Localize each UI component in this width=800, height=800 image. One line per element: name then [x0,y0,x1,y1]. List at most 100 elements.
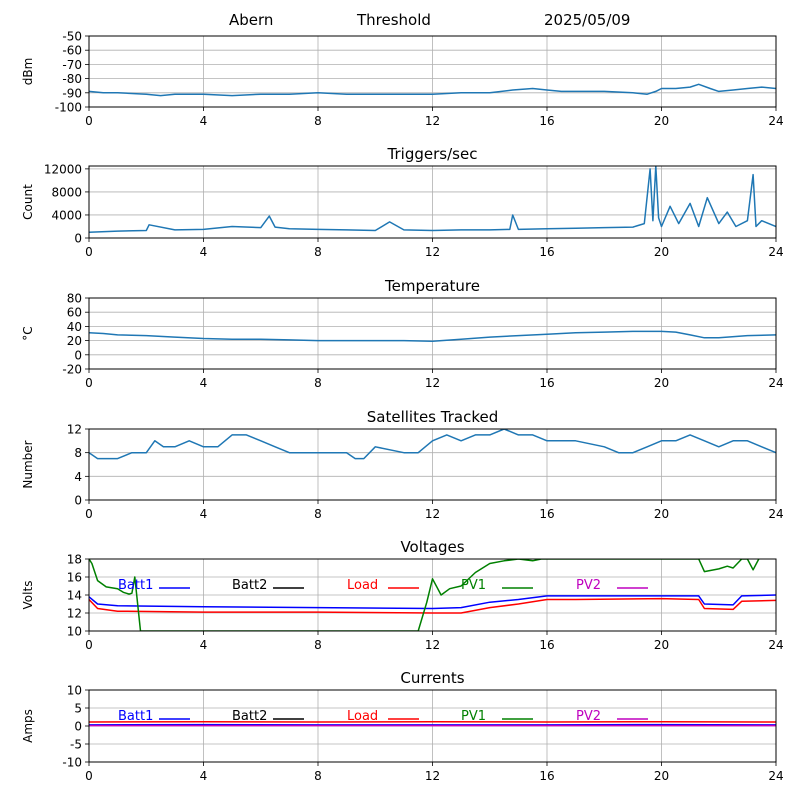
voltages-xtick-label: 24 [768,638,783,652]
satellites-xtick-label: 16 [539,507,554,521]
rssi-xtick-label: 16 [539,114,554,128]
temperature-ytick-label: 80 [67,292,82,306]
satellites-ytick-label: 4 [74,470,82,484]
currents-ytick-label: 10 [67,684,82,698]
rssi-xtick-label: 12 [425,114,440,128]
currents-ytick-label: 0 [74,720,82,734]
temperature-xtick-label: 8 [314,376,322,390]
satellites-xtick-label: 8 [314,507,322,521]
triggers-xtick-label: 0 [85,245,93,259]
temperature-xtick-label: 16 [539,376,554,390]
currents-xtick-label: 20 [654,769,669,783]
satellites-title: Satellites Tracked [367,408,498,426]
satellites-xtick-label: 12 [425,507,440,521]
voltages-legend-batt2-label: Batt2 [232,578,267,593]
rssi-series-line [89,83,776,97]
triggers-xtick-label: 24 [768,245,783,259]
temperature-title: Temperature [384,277,480,295]
voltages-ytick-label: 12 [67,607,82,621]
voltages-xtick-label: 20 [654,638,669,652]
voltages-xtick-label: 8 [314,638,322,652]
triggers-xtick-label: 20 [654,245,669,259]
temperature-ytick-label: 60 [67,306,82,320]
currents-xtick-label: 24 [768,769,783,783]
currents-xtick-label: 0 [85,769,93,783]
voltages-ytick-label: 10 [67,625,82,639]
satellites-xtick-label: 0 [85,507,93,521]
voltages-xtick-label: 4 [200,638,208,652]
currents-xtick-label: 4 [200,769,208,783]
rssi-xtick-label: 24 [768,114,783,128]
satellites-series-line [89,429,776,460]
currents-legend-pv1-label: PV1 [461,709,486,724]
temperature-xtick-label: 4 [200,376,208,390]
temperature-ylabel: °C [21,326,35,340]
temperature-ytick-label: 0 [74,348,82,362]
satellites-xtick-label: 24 [768,507,783,521]
temperature-xtick-label: 12 [425,376,440,390]
currents-ytick-label: -10 [62,756,82,770]
temperature-ytick-label: -20 [62,363,82,377]
currents-ytick-label: 5 [74,702,82,716]
voltages-series-pv1 [89,559,760,631]
voltages-series-batt1 [89,594,776,610]
rssi-ytick-label: -60 [62,44,82,58]
triggers-ytick-label: 4000 [51,208,82,222]
temperature-xtick-label: 0 [85,376,93,390]
currents-xtick-label: 8 [314,769,322,783]
rssi-ylabel: dBm [21,58,35,86]
voltages-legend-pv2-label: PV2 [576,578,601,593]
temperature-series-line [89,330,776,343]
rssi-ytick-label: -90 [62,86,82,100]
voltages-xtick-label: 16 [539,638,554,652]
header-mode: Threshold [357,11,431,29]
currents-legend-pv2-label: PV2 [576,709,601,724]
rssi-ytick-label: -70 [62,58,82,72]
rssi-xtick-label: 4 [200,114,208,128]
currents-legend-batt1-label: Batt1 [118,709,153,724]
currents-xtick-label: 16 [539,769,554,783]
header-station: Abern [229,11,274,29]
voltages-legend-load-label: Load [347,578,378,593]
voltages-xtick-label: 0 [85,638,93,652]
temperature-xtick-label: 24 [768,376,783,390]
voltages-legend-batt1-label: Batt1 [118,578,153,593]
triggers-ytick-label: 8000 [51,185,82,199]
voltages-xtick-label: 12 [425,638,440,652]
currents-legend-batt2-label: Batt2 [232,709,267,724]
voltages-title: Voltages [400,538,464,556]
currents-ytick-label: -5 [70,738,82,752]
voltages-series-load [89,597,776,614]
satellites-xtick-label: 20 [654,507,669,521]
voltages-legend-pv1-label: PV1 [461,578,486,593]
currents-xtick-label: 12 [425,769,440,783]
temperature-ytick-label: 20 [67,334,82,348]
rssi-ytick-label: -50 [62,30,82,44]
rssi-ytick-label: -80 [62,72,82,86]
rssi-xtick-label: 0 [85,114,93,128]
satellites-ylabel: Number [21,440,35,488]
voltages-ytick-label: 16 [67,571,82,585]
currents-title: Currents [400,669,464,687]
currents-ylabel: Amps [21,709,35,743]
triggers-xtick-label: 4 [200,245,208,259]
voltages-ytick-label: 18 [67,553,82,567]
rssi-xtick-label: 20 [654,114,669,128]
rssi-xtick-label: 8 [314,114,322,128]
voltages-ylabel: Volts [21,581,35,610]
temperature-ytick-label: 40 [67,320,82,334]
voltages-ytick-label: 14 [67,589,82,603]
satellites-ytick-label: 12 [67,423,82,437]
header-date: 2025/05/09 [544,11,631,29]
rssi-ytick-label: -100 [55,101,82,115]
currents-legend-load-label: Load [347,709,378,724]
satellites-xtick-label: 4 [200,507,208,521]
temperature-xtick-label: 20 [654,376,669,390]
triggers-xtick-label: 16 [539,245,554,259]
triggers-ytick-label: 12000 [44,162,82,176]
triggers-xtick-label: 12 [425,245,440,259]
triggers-ylabel: Count [21,184,35,220]
triggers-series-line [89,166,776,233]
